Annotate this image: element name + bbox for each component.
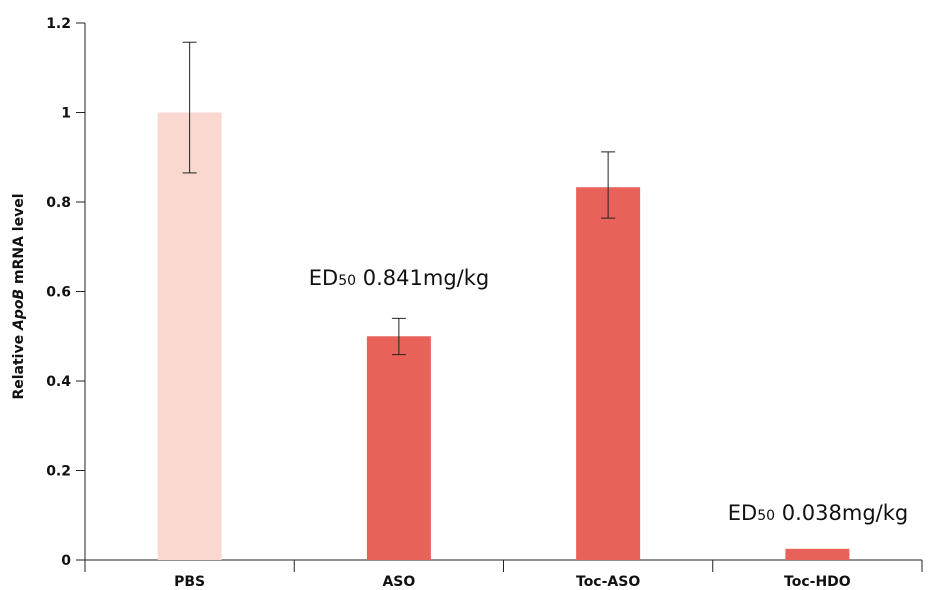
ed50-annotation: ED50 0.841mg/kg <box>309 266 489 290</box>
bar-toc-aso <box>576 187 641 561</box>
y-tick-label: 0.8 <box>46 195 71 211</box>
x-tick-label: PBS <box>174 574 205 590</box>
x-tick-label: Toc-ASO <box>576 574 640 590</box>
y-axis-title: Relative ApoB mRNA level <box>11 193 27 399</box>
y-tick-label: 1 <box>61 106 71 122</box>
y-tick-label: 0.2 <box>46 464 71 480</box>
bar-aso <box>366 336 431 560</box>
x-tick-label: ASO <box>382 574 415 590</box>
y-tick-label: 0 <box>61 553 71 569</box>
y-tick-label: 0.4 <box>46 374 71 390</box>
ed50-annotation: ED50 0.038mg/kg <box>728 501 908 525</box>
y-tick-label: 0.6 <box>46 285 71 301</box>
x-tick-label: Toc-HDO <box>784 574 851 590</box>
y-tick-label: 1.2 <box>46 16 71 32</box>
bar-pbs <box>157 112 222 560</box>
bar-toc-hdo <box>785 548 850 560</box>
